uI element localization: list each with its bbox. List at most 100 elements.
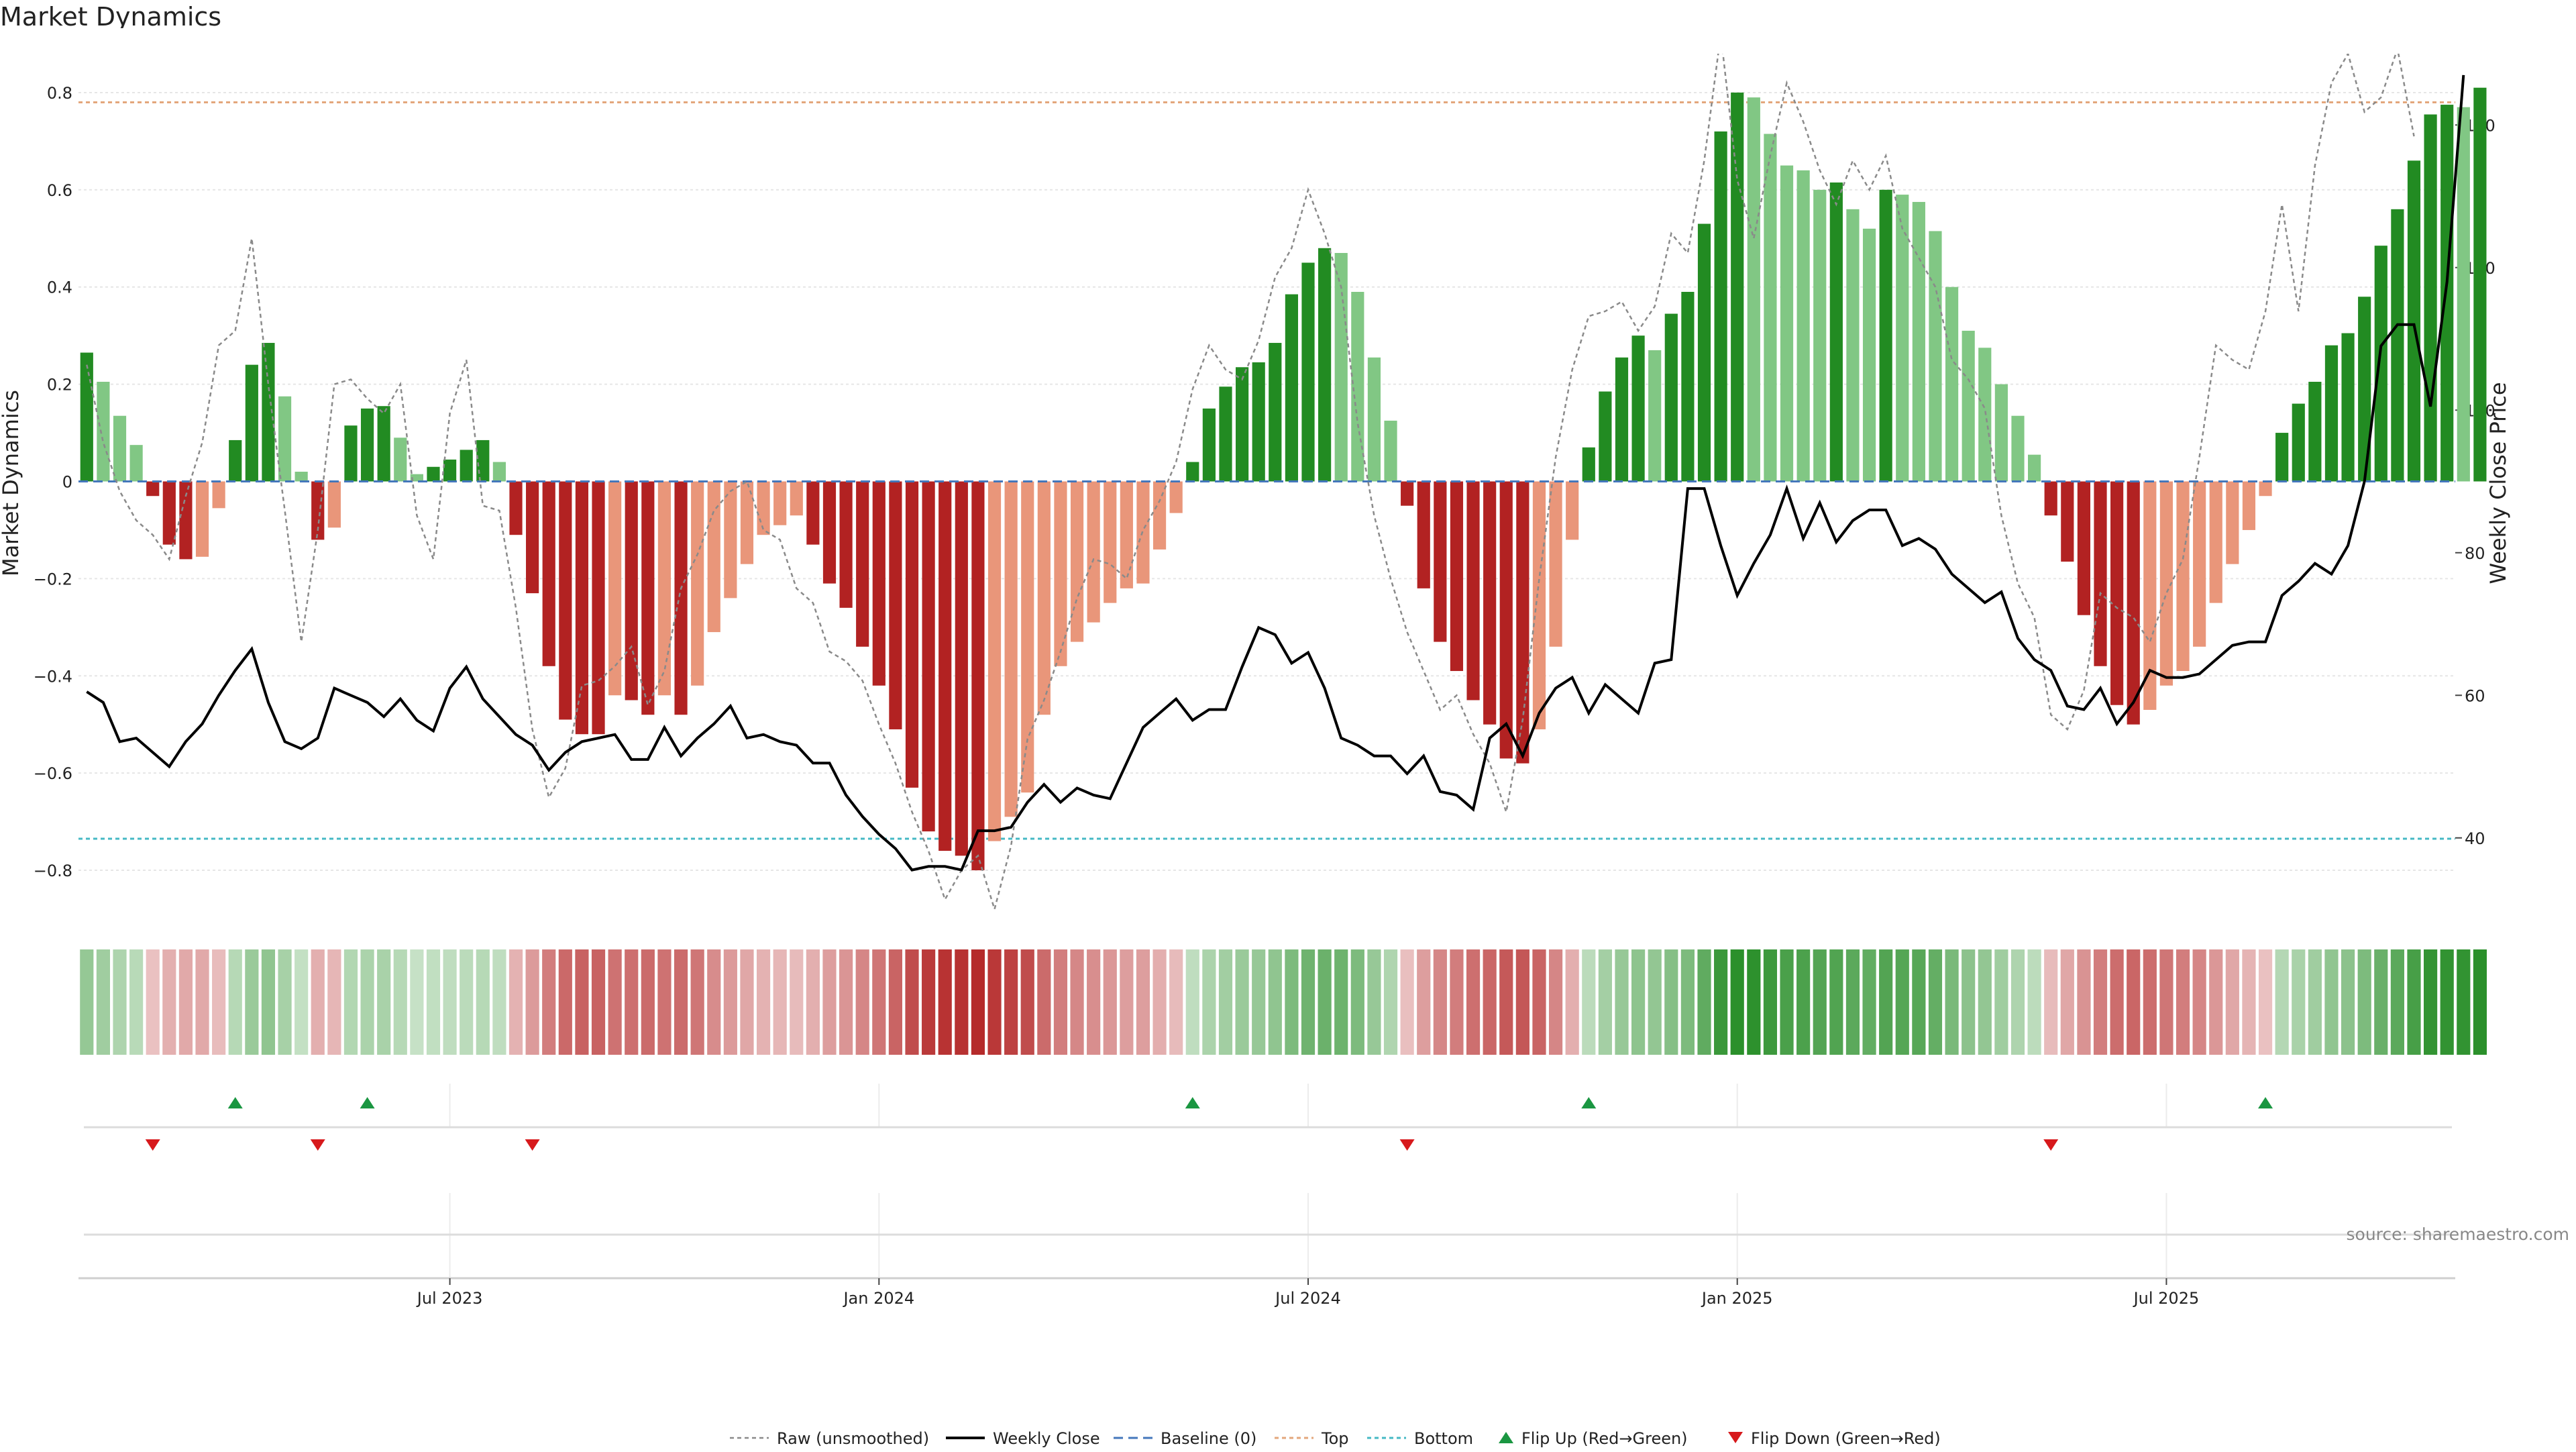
dynamics-bar — [1846, 209, 1860, 482]
heat-cell — [1169, 949, 1183, 1055]
heat-cell — [955, 949, 969, 1055]
heat-cell — [558, 949, 572, 1055]
heat-cell — [773, 949, 787, 1055]
legend-item: Bottom — [1367, 1429, 1473, 1448]
dynamics-bar — [2027, 454, 2041, 482]
y-axis-title: Market Dynamics — [0, 390, 23, 576]
dynamics-bar — [2292, 403, 2305, 482]
heat-cell — [1301, 949, 1316, 1055]
heat-cell — [426, 949, 441, 1055]
heat-cell — [905, 949, 919, 1055]
dynamics-bar — [1829, 182, 1843, 482]
heat-cell — [2110, 949, 2124, 1055]
heat-cell — [245, 949, 259, 1055]
flip-up-marker — [360, 1097, 375, 1108]
heat-cell — [129, 949, 144, 1055]
dynamics-bar — [1764, 134, 1777, 482]
dynamics-bar — [262, 343, 275, 482]
heat-cell — [1433, 949, 1447, 1055]
heat-cell — [1070, 949, 1084, 1055]
heat-cell — [2060, 949, 2074, 1055]
heat-cell — [2127, 949, 2141, 1055]
heat-cell — [1053, 949, 1068, 1055]
dynamics-bar — [592, 481, 605, 735]
heat-cell — [2209, 949, 2223, 1055]
legend-item: Flip Down (Green→Red) — [1728, 1429, 1941, 1448]
dynamics-bar — [641, 481, 655, 715]
dynamics-bar — [1896, 195, 1909, 482]
dynamics-bar — [113, 415, 127, 482]
heat-cell — [1334, 949, 1348, 1055]
heat-cell — [1152, 949, 1167, 1055]
dynamics-bar — [443, 459, 457, 482]
dynamics-bar — [1879, 189, 1892, 482]
dynamics-bar — [460, 450, 473, 482]
dynamics-bar — [1054, 481, 1067, 666]
heat-cell — [2242, 949, 2256, 1055]
heat-cell — [872, 949, 886, 1055]
dynamics-bar — [2457, 107, 2470, 482]
dynamics-bar — [2193, 481, 2206, 647]
dynamics-bar — [2159, 481, 2174, 686]
heat-cell — [377, 949, 391, 1055]
dynamics-bar — [773, 481, 787, 525]
dynamics-bar — [1235, 367, 1249, 482]
heat-cell — [2407, 949, 2421, 1055]
heat-cell — [1664, 949, 1678, 1055]
heat-cell — [922, 949, 936, 1055]
heat-cell — [723, 949, 737, 1055]
heat-cell — [1417, 949, 1431, 1055]
heat-cell — [2093, 949, 2108, 1055]
dynamics-bar — [2440, 105, 2454, 482]
dynamics-bar — [476, 439, 490, 482]
heat-cell — [2357, 949, 2371, 1055]
heat-cell — [2440, 949, 2454, 1055]
dynamics-bar — [294, 472, 308, 482]
dynamics-bar — [1104, 481, 1117, 603]
y2-tick-label: 80 — [2465, 544, 2485, 563]
dynamics-bar — [2324, 345, 2339, 482]
heat-cell — [1763, 949, 1778, 1055]
heat-cell — [113, 949, 127, 1055]
flip-up-marker — [227, 1097, 243, 1108]
heat-cell — [1582, 949, 1596, 1055]
heat-cell — [2159, 949, 2174, 1055]
heat-cell — [1747, 949, 1761, 1055]
heat-cell — [2275, 949, 2289, 1055]
heat-cell — [1515, 949, 1529, 1055]
flip-down-marker — [2043, 1139, 2059, 1151]
heat-cell — [492, 949, 506, 1055]
heat-cell — [855, 949, 869, 1055]
bottom-mask — [0, 909, 2576, 929]
dynamics-bar — [1813, 189, 1827, 482]
dynamics-bar — [1731, 92, 1744, 482]
bottom-panel: Jul 2023 Jan 2024 Jul 2024 Jan 2025 Jul 2025 — [78, 1193, 2455, 1308]
dynamics-bar — [2077, 481, 2091, 615]
heat-cell — [1367, 949, 1381, 1055]
heat-cell — [938, 949, 952, 1055]
legend-label: Raw (unsmoothed) — [777, 1429, 929, 1448]
heat-cell — [1895, 949, 1909, 1055]
heat-cell — [2258, 949, 2273, 1055]
heat-cell — [1318, 949, 1332, 1055]
dynamics-bar — [691, 481, 704, 686]
heat-cell — [1350, 949, 1364, 1055]
dynamics-bar — [2127, 481, 2140, 725]
heat-cell — [443, 949, 457, 1055]
flip-up-marker — [1185, 1097, 1200, 1108]
heat-cell — [1565, 949, 1579, 1055]
dynamics-bar — [1219, 386, 1232, 482]
dynamics-bar — [1450, 481, 1464, 672]
dynamics-bar — [1037, 481, 1051, 715]
dynamics-bar — [394, 437, 407, 482]
dynamics-bar — [1269, 343, 1282, 482]
heat-cell — [822, 949, 837, 1055]
heat-cell — [1829, 949, 1843, 1055]
dynamics-bar — [575, 481, 589, 735]
heat-cell — [1252, 949, 1266, 1055]
heat-cell — [2324, 949, 2339, 1055]
dynamics-bar — [2176, 481, 2190, 672]
heat-cell — [1235, 949, 1249, 1055]
heat-cell — [178, 949, 193, 1055]
dynamics-bar — [856, 481, 869, 647]
